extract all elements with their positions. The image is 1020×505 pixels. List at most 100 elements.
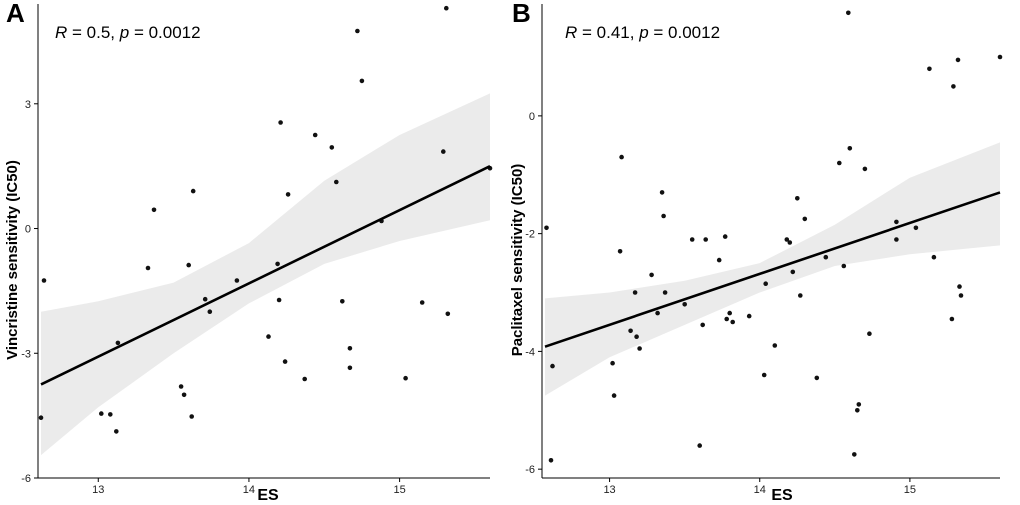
panel-a-point-24: [312, 132, 318, 138]
panel-a-point-21: [282, 359, 288, 364]
panel-a-point-20: [278, 120, 283, 125]
panel-b-y-ticks: -6 -4 -2 0: [525, 111, 542, 476]
panel-b-point-22: [716, 257, 722, 263]
panel-b-point-24: [724, 316, 729, 322]
panel-a-y-axis-label: Vincristine sensitivity (IC50): [4, 160, 21, 360]
panel-b-point-16: [662, 290, 668, 295]
panel-b-point-4: [610, 360, 615, 366]
panel-b-point-17: [682, 302, 687, 307]
panel-b-x-ticks: 13 14 15: [603, 478, 916, 496]
panel-b-y-tick-label: -2: [525, 229, 535, 241]
panel-a-point-37: [445, 311, 451, 317]
panel-b: B R = 0.41, p = 0.0012 13 14 15 -6 -4 -2 0 ES…: [509, 0, 1003, 504]
panel-b-point-23: [722, 234, 728, 239]
panel-a-point-6: [115, 340, 121, 346]
panel-b-point-47: [867, 331, 872, 337]
panel-a-point-34: [419, 300, 425, 305]
panel-a-x-tick-label: 15: [393, 484, 405, 496]
panel-a-point-29: [347, 365, 353, 371]
panel-a-x-tick-label: 14: [243, 484, 255, 496]
panel-b-point-19: [697, 443, 702, 448]
panel-a-point-35: [441, 149, 446, 154]
panel-b-correlation-stat: R = 0.41, p = 0.0012: [565, 23, 720, 42]
panel-b-point-25: [727, 310, 732, 316]
panel-a-points: [38, 5, 493, 434]
panel-b-point-9: [632, 290, 638, 295]
panel-b-x-tick-label: 15: [904, 484, 916, 496]
panel-b-point-44: [855, 408, 860, 413]
panel-a-y-tick-label: -3: [21, 348, 31, 360]
panel-a-r-value: 0.5: [87, 23, 111, 42]
panel-b-point-2: [548, 458, 554, 463]
panel-a-point-13: [190, 188, 196, 194]
panel-b-point-15: [661, 213, 666, 219]
panel-a-y-tick-label: 0: [25, 224, 31, 236]
panel-b-point-21: [703, 237, 708, 242]
panel-b-point-35: [798, 293, 803, 298]
panel-b-point-14: [659, 190, 665, 195]
panel-b-point-8: [628, 328, 633, 334]
panel-b-point-38: [823, 254, 829, 260]
panel-b-point-36: [802, 216, 808, 222]
panel-b-point-34: [795, 196, 800, 201]
panel-b-point-43: [852, 452, 857, 457]
panel-b-point-33: [790, 269, 796, 275]
panel-a-point-4: [108, 412, 113, 417]
panel-a-letter: A: [6, 0, 25, 28]
panel-a-point-8: [151, 207, 157, 213]
panel-b-point-3: [550, 363, 555, 369]
panel-b-p-value: 0.0012: [668, 23, 720, 42]
panel-b-y-tick-label: 0: [529, 111, 535, 123]
panel-a-point-5: [114, 429, 119, 434]
panel-a-point-31: [359, 78, 365, 84]
panel-a-y-tick-label: 3: [25, 99, 31, 111]
panel-a-point-22: [285, 192, 291, 197]
panel-a-regression-line: [40, 164, 491, 386]
panel-b-point-30: [772, 343, 778, 348]
panel-a-point-14: [202, 296, 208, 302]
panel-a-point-1: [38, 415, 44, 421]
panel-a-point-15: [207, 309, 213, 315]
panel-b-point-41: [846, 10, 851, 16]
panel-a: A R = 0.5, p = 0.0012 13 14 15 -6 -3 0 3 ES V…: [4, 0, 493, 504]
panel-b-x-tick-label: 14: [754, 484, 766, 496]
panel-b-point-51: [927, 66, 932, 72]
panel-a-point-7: [145, 265, 151, 271]
panel-b-point-31: [784, 237, 790, 242]
panel-a-point-33: [403, 375, 408, 381]
panel-a-point-11: [186, 262, 191, 268]
panel-b-point-26: [730, 319, 735, 325]
panel-b-point-49: [894, 237, 899, 242]
panel-b-point-27: [746, 313, 752, 319]
panel-b-point-10: [634, 334, 639, 340]
panel-a-point-18: [275, 261, 280, 267]
panel-b-point-32: [787, 240, 793, 245]
panel-b-point-12: [649, 272, 654, 278]
panel-a-point-3: [99, 411, 104, 416]
panel-b-regression-line: [544, 191, 1001, 348]
panel-b-r-value: 0.41: [597, 23, 630, 42]
panel-a-point-17: [266, 334, 271, 339]
panel-a-point-2: [41, 278, 47, 283]
panel-b-y-tick-label: -4: [525, 346, 535, 358]
panel-b-point-57: [958, 293, 964, 298]
panel-a-point-23: [302, 376, 308, 382]
panel-b-x-tick-label: 13: [603, 484, 615, 496]
panel-a-correlation-stat: R = 0.5, p = 0.0012: [55, 23, 201, 42]
panel-b-point-29: [763, 281, 768, 287]
panel-b-point-11: [637, 346, 642, 351]
panel-b-point-56: [957, 284, 962, 289]
panel-b-point-45: [856, 402, 862, 407]
panel-a-y-ticks: -6 -3 0 3: [21, 99, 38, 485]
panel-b-point-6: [617, 249, 623, 254]
panel-a-x-tick-label: 13: [92, 484, 104, 496]
panel-b-point-39: [837, 160, 842, 166]
panel-b-point-48: [894, 219, 899, 225]
panel-b-point-53: [949, 316, 955, 322]
panel-b-point-13: [655, 310, 660, 316]
panel-b-point-42: [847, 146, 853, 151]
panel-a-point-19: [276, 297, 282, 303]
panel-a-point-25: [329, 145, 335, 150]
panel-a-point-16: [234, 278, 240, 283]
